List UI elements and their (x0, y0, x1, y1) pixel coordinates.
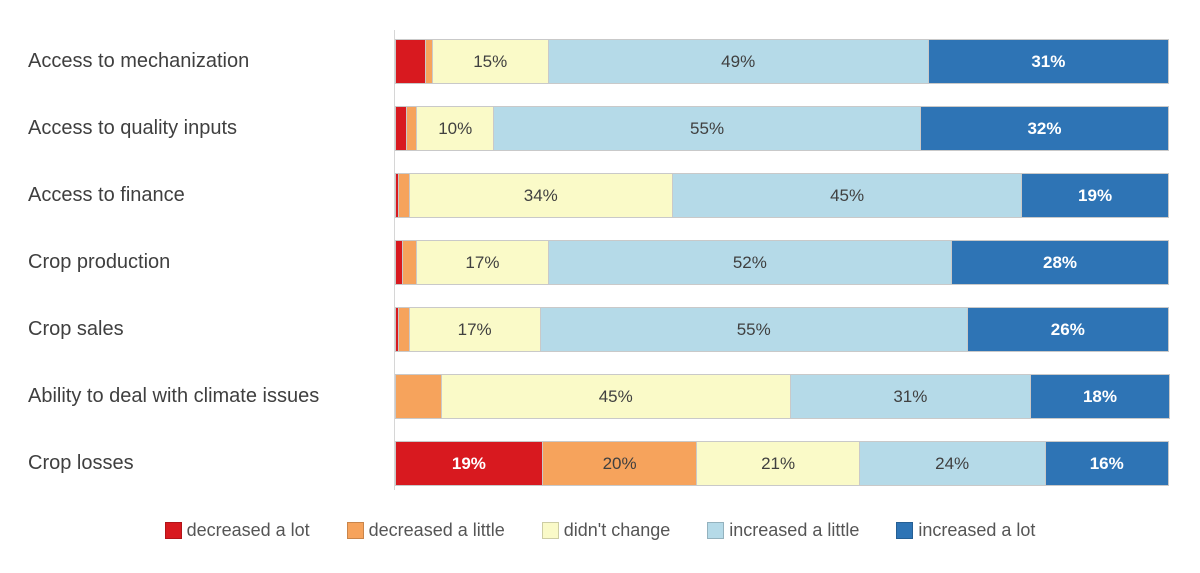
legend-item: increased a lot (896, 520, 1035, 541)
legend-label: increased a lot (918, 520, 1036, 540)
segment-value-label: 45% (598, 386, 633, 406)
bar-segment: 45% (672, 173, 1023, 218)
segment-value-label: 16% (1089, 453, 1124, 473)
bar-segment: 17% (408, 307, 541, 352)
bar-track: 17% 55% 26% (395, 307, 1173, 352)
segment-value-label: 17% (465, 252, 500, 272)
bar-segment: 19% (395, 441, 543, 486)
segment-value-label: 49% (721, 51, 756, 71)
bar-track: 34% 45% 19% (395, 173, 1173, 218)
segment-value-label: 34% (523, 185, 558, 205)
segment-value-label: 55% (690, 118, 725, 138)
legend-item: decreased a little (346, 520, 505, 541)
legend-swatch-icon (346, 522, 364, 539)
chart-row: Crop production 17% 52% 28% (0, 229, 1200, 296)
bar-segment (395, 374, 442, 419)
legend-item: increased a little (707, 520, 859, 541)
chart-row: Ability to deal with climate issues 45% 31… (0, 363, 1200, 430)
segment-value-label: 45% (830, 185, 865, 205)
bar-track: 17% 52% 28% (395, 240, 1173, 285)
segment-value-label: 19% (1078, 185, 1113, 205)
legend-label: decreased a lot (186, 520, 310, 540)
legend-swatch-icon (164, 522, 182, 539)
bar-segment (401, 240, 418, 285)
bar-segment: 34% (408, 173, 674, 218)
bar-segment: 55% (493, 106, 921, 151)
category-label: Crop losses (28, 452, 134, 474)
segment-value-label: 52% (732, 252, 767, 272)
bar-segment: 26% (966, 307, 1169, 352)
bar-track: 45% 31% 18% (395, 374, 1173, 419)
chart-row: Access to finance 34% 45% 19% (0, 162, 1200, 229)
bar-segment: 24% (858, 441, 1046, 486)
segment-value-label: 32% (1027, 118, 1062, 138)
segment-value-label: 15% (473, 51, 508, 71)
bar-track: 10% 55% 32% (395, 106, 1173, 151)
bar-segment: 15% (431, 39, 549, 84)
bar-segment: 20% (541, 441, 698, 486)
segment-value-label: 10% (438, 118, 473, 138)
segment-value-label: 20% (602, 453, 637, 473)
category-label: Access to finance (28, 184, 185, 206)
segment-value-label: 31% (1031, 51, 1066, 71)
bar-segment: 32% (920, 106, 1169, 151)
category-label: Ability to deal with climate issues (28, 385, 320, 407)
category-label: Access to quality inputs (28, 117, 237, 139)
category-label: Access to mechanization (28, 50, 250, 72)
segment-value-label: 21% (761, 453, 796, 473)
segment-value-label: 17% (457, 319, 492, 339)
segment-value-label: 55% (736, 319, 771, 339)
bar-segment: 55% (539, 307, 968, 352)
legend: decreased a lot decreased a little didn't … (0, 520, 1200, 541)
segment-value-label: 24% (935, 453, 970, 473)
bar-segment: 18% (1029, 374, 1170, 419)
bar-segment: 19% (1021, 173, 1169, 218)
bar-segment: 49% (547, 39, 929, 84)
chart-row: Access to mechanization 15% 49% 31% (0, 28, 1200, 95)
legend-swatch-icon (541, 522, 559, 539)
legend-swatch-icon (896, 522, 914, 539)
plot-area: Access to mechanization 15% 49% 31% Access t… (0, 28, 1200, 497)
bar-segment: 28% (951, 240, 1169, 285)
bar-segment: 31% (789, 374, 1031, 419)
bar-track: 15% 49% 31% (395, 39, 1173, 84)
bar-segment: 10% (416, 106, 495, 151)
bar-track: 19% 20% 21% 24% 16% (395, 441, 1173, 486)
bar-segment: 21% (696, 441, 860, 486)
bar-segment: 45% (440, 374, 791, 419)
legend-label: didn't change (563, 520, 671, 540)
bar-segment (395, 39, 427, 84)
legend-label: increased a little (729, 520, 860, 540)
segment-value-label: 28% (1043, 252, 1078, 272)
bar-segment: 16% (1044, 441, 1169, 486)
segment-value-label: 26% (1050, 319, 1085, 339)
legend-item: decreased a lot (164, 520, 310, 541)
category-label: Crop production (28, 251, 171, 273)
legend-label: decreased a little (368, 520, 505, 540)
segment-value-label: 31% (893, 386, 928, 406)
segment-value-label: 19% (451, 453, 486, 473)
chart-row: Access to quality inputs 10% 55% 32% (0, 95, 1200, 162)
legend-swatch-icon (707, 522, 725, 539)
bar-segment: 31% (927, 39, 1169, 84)
category-label: Crop sales (28, 318, 124, 340)
chart-row: Crop losses 19% 20% 21% 24% 16% (0, 430, 1200, 497)
chart-row: Crop sales 17% 55% 26% (0, 296, 1200, 363)
bar-segment: 52% (547, 240, 953, 285)
segment-value-label: 18% (1082, 386, 1117, 406)
bar-segment: 17% (416, 240, 549, 285)
y-axis-line (394, 30, 395, 490)
legend-item: didn't change (541, 520, 671, 541)
